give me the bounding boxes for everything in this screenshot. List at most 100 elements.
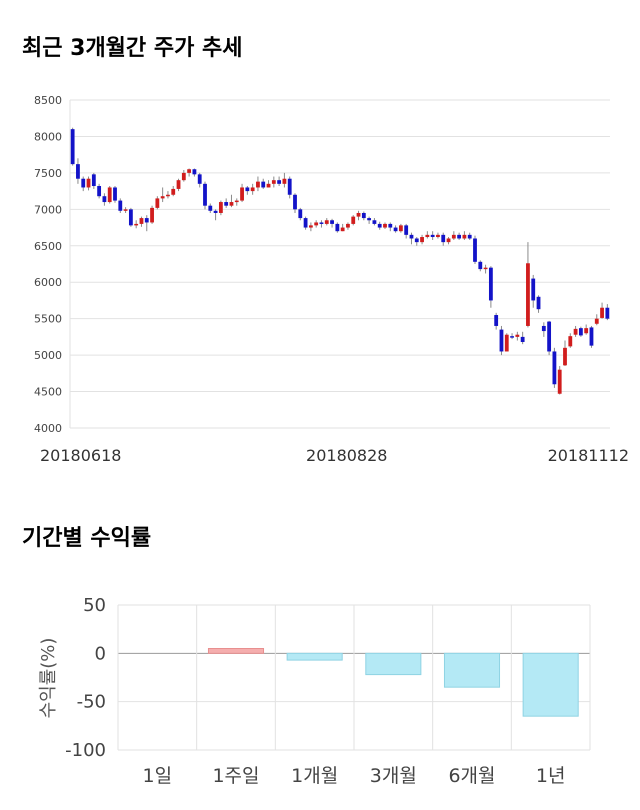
candle-body <box>324 220 329 224</box>
returns-bar <box>365 652 422 676</box>
candle-body <box>473 238 477 262</box>
candle-body <box>76 164 80 179</box>
candle-body <box>361 212 366 219</box>
candle-body <box>187 169 192 173</box>
candle-body <box>483 267 488 270</box>
price-chart-grid <box>69 99 610 429</box>
candle-body <box>584 328 589 334</box>
returns-y-tick-label: -100 <box>65 740 106 761</box>
returns-x-tick-label: 1일 <box>143 765 173 787</box>
candle-body <box>155 198 160 208</box>
candle-body <box>589 327 594 346</box>
candle-body <box>256 181 260 188</box>
candle-body <box>600 307 604 318</box>
candle-body <box>319 222 324 224</box>
candle-body <box>398 225 403 232</box>
candle-body <box>166 194 170 197</box>
candle-body <box>224 202 229 206</box>
candle-body <box>573 328 578 335</box>
candle-body <box>298 209 303 219</box>
candle-body <box>563 347 567 366</box>
candle-body <box>388 223 393 228</box>
candle-body <box>488 267 493 301</box>
price-y-tick-label: 4000 <box>34 422 62 435</box>
candle-body <box>462 234 467 239</box>
candle-body <box>404 225 409 235</box>
candle-body <box>203 183 207 206</box>
candle-body <box>240 187 244 201</box>
candle-body <box>282 178 287 184</box>
candle-body <box>250 187 255 192</box>
candle-body <box>234 200 239 203</box>
candle-body <box>261 181 266 188</box>
returns-chart-bars <box>207 648 579 717</box>
price-y-tick-label: 4500 <box>34 386 62 399</box>
price-y-tick-label: 7000 <box>34 203 62 216</box>
candle-body <box>266 183 271 188</box>
candle-body <box>293 194 297 210</box>
candle-body <box>213 210 218 213</box>
candle-body <box>171 188 176 195</box>
candle-body <box>192 169 197 175</box>
returns-chart-x-ticks: 1일 1주일 1개월 3개월 6개월 1년 <box>143 765 566 787</box>
candle-body <box>547 321 552 352</box>
candle-body <box>372 220 377 224</box>
candle-body <box>531 278 536 301</box>
candle-body <box>197 174 202 184</box>
candle-body <box>393 227 398 232</box>
candle-body <box>314 222 319 226</box>
candle-body <box>578 328 583 336</box>
price-x-tick-label: 20181112 <box>548 446 629 465</box>
candle-body <box>208 205 213 211</box>
candle-body <box>218 202 223 213</box>
returns-bar <box>207 648 265 654</box>
returns-x-tick-label: 1년 <box>536 765 566 787</box>
returns-chart-title: 기간별 수익률 <box>22 526 152 551</box>
candle-body <box>557 369 562 394</box>
candle-body <box>70 129 75 165</box>
price-x-tick-label: 20180828 <box>306 446 387 465</box>
candle-body <box>409 234 414 239</box>
candle-body <box>160 196 165 199</box>
candle-body <box>420 237 424 243</box>
returns-bar <box>443 652 501 688</box>
candle-body <box>515 334 520 337</box>
price-y-tick-label: 8500 <box>34 94 62 107</box>
candle-body <box>494 315 499 326</box>
candle-body <box>150 207 154 223</box>
candle-body <box>287 178 292 195</box>
returns-y-tick-label: -50 <box>77 692 106 713</box>
price-chart-title: 최근 3개월간 주가 추세 <box>22 36 243 61</box>
price-chart-y-ticks: 8500 8000 7500 7000 6500 6000 5500 5000 4500 4000 <box>34 94 62 435</box>
candle-body <box>176 180 181 189</box>
candle-body <box>467 234 472 239</box>
price-candlestick-chart: 8500 8000 7500 7000 6500 6000 5500 5000 4500 4000… <box>34 94 629 465</box>
price-y-tick-label: 7500 <box>34 167 62 180</box>
candle-body <box>113 187 117 201</box>
returns-chart-grid <box>117 604 591 751</box>
candle-body <box>383 223 387 228</box>
candle-body <box>97 186 102 197</box>
candle-body <box>552 351 557 385</box>
candle-body <box>510 336 514 338</box>
candle-body <box>430 234 435 238</box>
candle-body <box>367 218 372 221</box>
returns-bar <box>522 652 579 717</box>
candle-body <box>594 318 599 324</box>
candle-body <box>107 187 112 203</box>
candle-body <box>377 223 382 228</box>
returns-bar <box>286 652 343 661</box>
candle-body <box>425 234 430 238</box>
price-y-tick-label: 8000 <box>34 130 62 143</box>
candle-body <box>308 225 313 228</box>
candle-body <box>499 329 504 352</box>
candle-body <box>181 172 186 181</box>
returns-x-tick-label: 1주일 <box>212 765 259 787</box>
candle-body <box>81 178 86 188</box>
price-y-tick-label: 6000 <box>34 276 62 289</box>
returns-chart-y-axis-label: 수익률(%) <box>38 638 59 719</box>
candle-body <box>526 263 530 326</box>
price-x-tick-label: 20180618 <box>40 446 121 465</box>
candle-body <box>86 178 91 188</box>
candle-body <box>144 218 149 223</box>
